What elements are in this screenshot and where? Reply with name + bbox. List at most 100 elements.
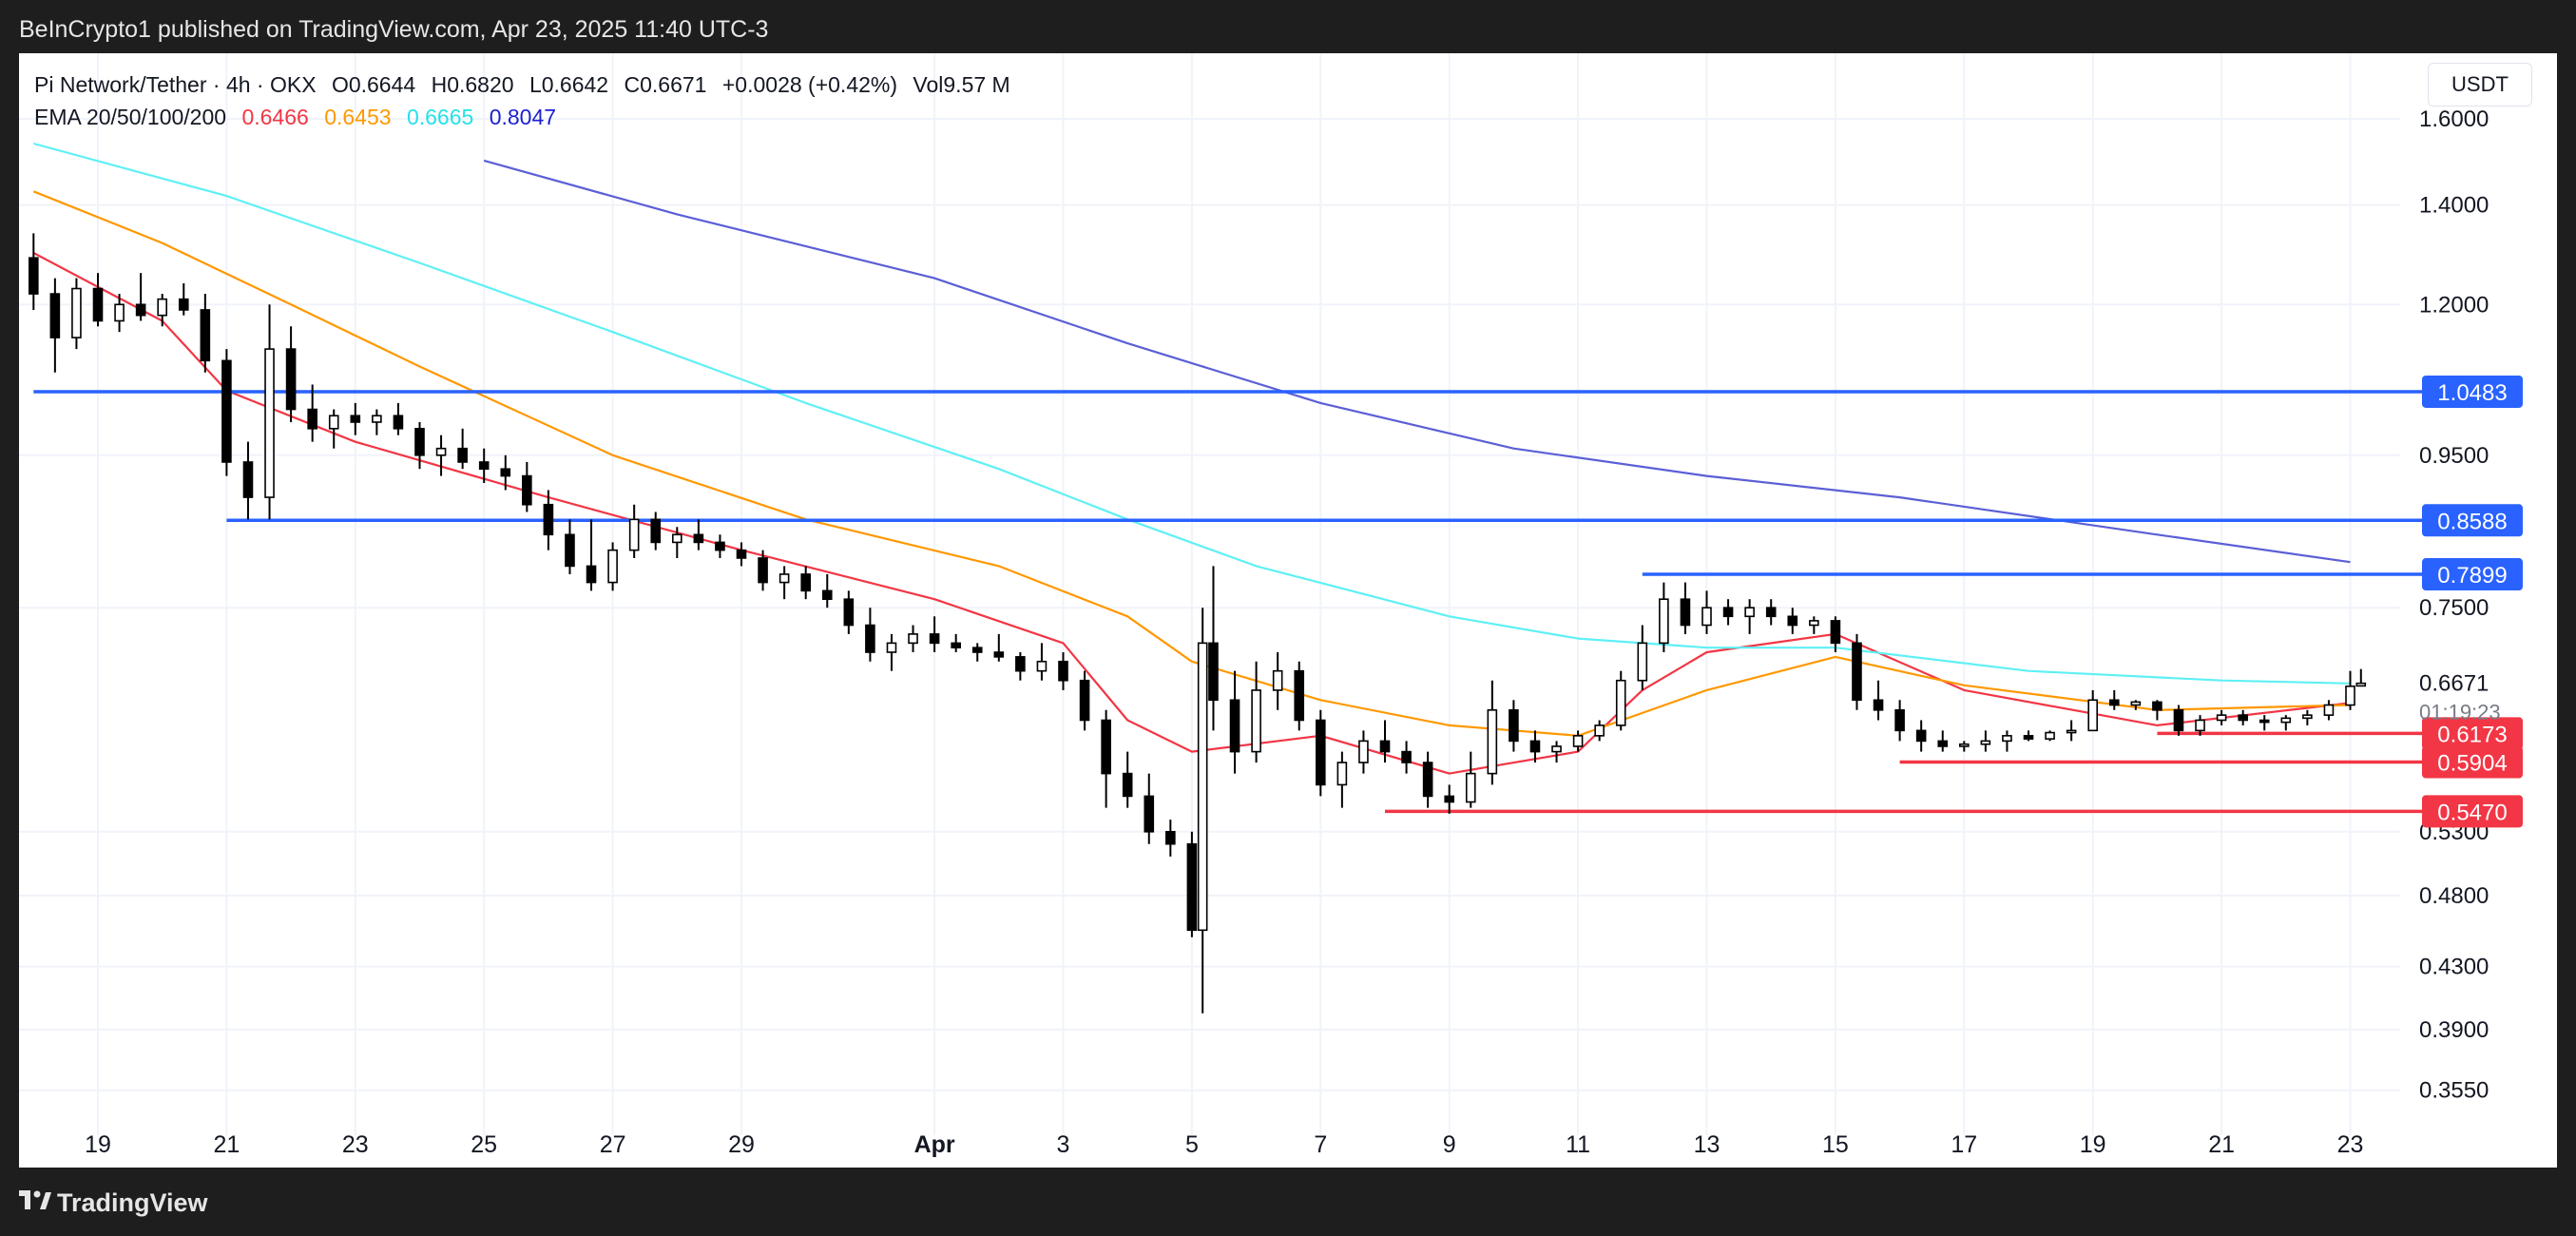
candle-body [929,633,940,645]
candle [414,421,425,470]
candle-body [2302,714,2313,720]
ema20-value: 0.6466 [241,105,309,129]
candle-body [29,257,39,295]
candle-body [2023,735,2034,740]
candle-body [157,298,167,317]
volume-value: 9.57 M [943,72,1010,97]
candle [522,461,532,512]
candle-body [628,518,640,551]
candle-body [200,309,211,362]
candle [1744,599,1755,634]
candle [1336,751,1348,808]
x-tick-label: 15 [1822,1131,1849,1158]
candle [1144,773,1155,844]
candle [1659,582,1669,653]
candle-body [1036,660,1048,672]
candle [1444,784,1454,814]
candle-body [2323,704,2335,716]
candle-body [758,557,768,584]
candle-body [2152,701,2163,711]
candle-body [178,298,189,311]
candle [1487,680,1498,785]
chart-frame[interactable]: 1.6000 1.4000 1.2000 0.9500 0.7500 0.5300 0.48… [19,53,2557,1168]
candle [92,273,104,327]
time-axis[interactable]: 19 21 23 25 27 29 Apr 3 5 7 9 11 13 15 17 19 21 23 [85,1131,2363,1158]
candle [393,402,404,435]
candle-body [1594,724,1605,737]
candle-body [350,415,361,423]
chart-legend: Pi Network/Tether · 4h · OKX O0.6644 H0.… [34,68,1020,133]
candle [1316,709,1326,797]
ema50-value: 0.6453 [324,105,392,129]
candle-body [1079,679,1090,722]
candle [1572,730,1584,752]
candle-body [1465,772,1476,803]
candle-body [951,642,961,648]
candle [71,278,82,350]
candle [865,608,875,662]
support-resistance-levels [33,390,2424,814]
currency-button[interactable]: USDT [2428,63,2532,106]
symbol-title[interactable]: Pi Network/Tether · 4h · OKX [34,72,317,97]
candle-body [221,359,232,463]
candle [779,566,790,600]
x-tick-label: 13 [1694,1131,1721,1158]
level-price-labels: 1.0483 0.8588 0.7899 0.6173 0.5904 0.5470 0.66… [2419,375,2523,828]
candle-body [565,533,575,568]
candle [178,283,189,316]
candle-body [1894,709,1905,732]
candle-body [328,415,339,430]
ema200-value: 0.8047 [489,105,557,129]
candle [2023,730,2034,742]
candle-body [2195,719,2205,732]
price-level-label: 0.7899 [2437,563,2507,589]
candle-body [1122,772,1133,798]
x-tick-label: 23 [2337,1131,2364,1158]
candle-body [372,415,382,423]
candle [221,349,232,476]
candle [2152,700,2163,721]
candle [157,294,167,327]
candle [1358,730,1369,774]
candle [500,454,511,491]
candle [971,643,983,662]
candle [1422,751,1433,808]
low-value: 0.6642 [541,72,609,97]
candle [1637,625,1648,690]
candle-body [1744,607,1755,618]
candle [350,402,361,435]
bar-countdown-label: 01:19:23 [2419,701,2501,724]
candle-body [1487,709,1498,775]
candle-body [865,624,875,653]
candle-body [393,415,404,430]
candle-body [1379,740,1391,753]
price-chart[interactable]: 1.60001.40001.20000.95000.75000.53000.48… [19,53,2557,1168]
candle [929,616,940,653]
candle-body [543,503,554,536]
candle-body [2216,714,2227,722]
candle-body [800,573,812,592]
candle [908,625,918,653]
candle-body [908,633,918,645]
candle [650,512,662,550]
price-axis[interactable]: 1.60001.40001.20000.95000.75000.53000.48… [2419,106,2489,1104]
candle-body [307,408,317,430]
price-level-badge [2422,745,2523,779]
volume-label: Vol [913,72,944,97]
candle-body [114,303,125,322]
candle [993,633,1005,662]
x-tick-label: 5 [1185,1131,1199,1158]
y-tick-label: 0.4300 [2419,955,2489,980]
candle-body [1937,740,1949,747]
x-tick-label: 7 [1314,1131,1327,1158]
ema-label[interactable]: EMA 20/50/100/200 [34,105,227,129]
candle-body [2280,717,2292,724]
low-label: L [529,72,542,97]
candle [1765,599,1777,626]
candle [543,490,554,550]
candle [1959,741,1970,752]
candle-body [1401,750,1412,763]
candle [736,542,747,567]
candle [1787,608,1798,634]
candle-body [414,428,425,456]
